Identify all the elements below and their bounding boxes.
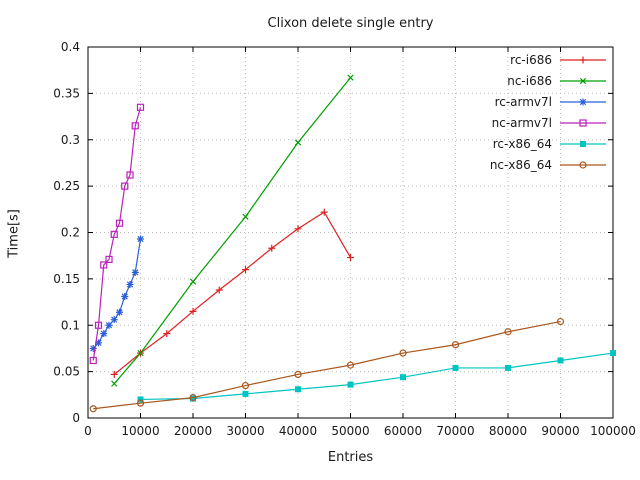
legend-label: rc-armv7l: [495, 95, 552, 109]
svg-text:10000: 10000: [121, 424, 159, 438]
svg-text:0: 0: [72, 411, 80, 425]
svg-text:80000: 80000: [489, 424, 527, 438]
svg-text:0.05: 0.05: [53, 365, 80, 379]
legend-label: nc-armv7l: [492, 116, 552, 130]
x-axis-label: Entries: [327, 450, 374, 465]
svg-text:0.15: 0.15: [53, 272, 80, 286]
legend-entry-nc-armv7l: nc-armv7l: [492, 116, 606, 130]
svg-text:0.2: 0.2: [61, 226, 80, 240]
svg-text:30000: 30000: [226, 424, 264, 438]
series-rc-armv7l: [89, 235, 144, 352]
svg-text:0.25: 0.25: [53, 179, 80, 193]
svg-text:90000: 90000: [541, 424, 579, 438]
legend-label: nc-x86_64: [490, 158, 552, 172]
series-nc-i686: [111, 74, 354, 387]
svg-text:0.35: 0.35: [53, 86, 80, 100]
legend-sample: [560, 141, 606, 147]
legend-label: rc-i686: [510, 53, 552, 67]
svg-text:40000: 40000: [279, 424, 317, 438]
svg-text:60000: 60000: [384, 424, 422, 438]
legend-sample: [560, 98, 606, 106]
svg-text:0.4: 0.4: [61, 40, 80, 54]
svg-text:70000: 70000: [436, 424, 474, 438]
legend-entry-rc-armv7l: rc-armv7l: [495, 95, 606, 109]
legend-sample: [560, 119, 606, 127]
legend-sample: [560, 161, 606, 169]
legend-entry-rc-x86_64: rc-x86_64: [493, 137, 606, 151]
svg-text:20000: 20000: [174, 424, 212, 438]
series-rc-i686: [110, 208, 354, 378]
svg-text:0: 0: [84, 424, 92, 438]
legend-entry-rc-i686: rc-i686: [510, 53, 606, 67]
y-tick-labels: 0 0.05 0.1 0.15 0.2 0.25 0.3 0.35 0.4: [53, 40, 80, 425]
svg-text:100000: 100000: [590, 424, 636, 438]
legend-label: nc-i686: [507, 74, 552, 88]
legend-entry-nc-x86_64: nc-x86_64: [490, 158, 606, 172]
legend-sample: [560, 56, 606, 64]
chart-title: Clixon delete single entry: [267, 16, 434, 31]
series-rc-x86_64: [137, 350, 616, 403]
legend: rc-i686 nc-i686 rc-armv7l nc-armv7l rc-x86_6…: [490, 53, 606, 172]
svg-text:0.1: 0.1: [61, 318, 80, 332]
series-nc-armv7l: [89, 103, 145, 365]
x-tick-labels: 0 10000 20000 30000 40000 50000 60000 70000 8000…: [84, 424, 636, 438]
legend-label: rc-x86_64: [493, 137, 552, 151]
axis-ticks: [87, 46, 614, 419]
svg-text:0.3: 0.3: [61, 133, 80, 147]
svg-text:50000: 50000: [331, 424, 369, 438]
legend-entry-nc-i686: nc-i686: [507, 74, 606, 88]
series-nc-x86_64: [89, 317, 565, 413]
legend-sample: [560, 77, 606, 85]
